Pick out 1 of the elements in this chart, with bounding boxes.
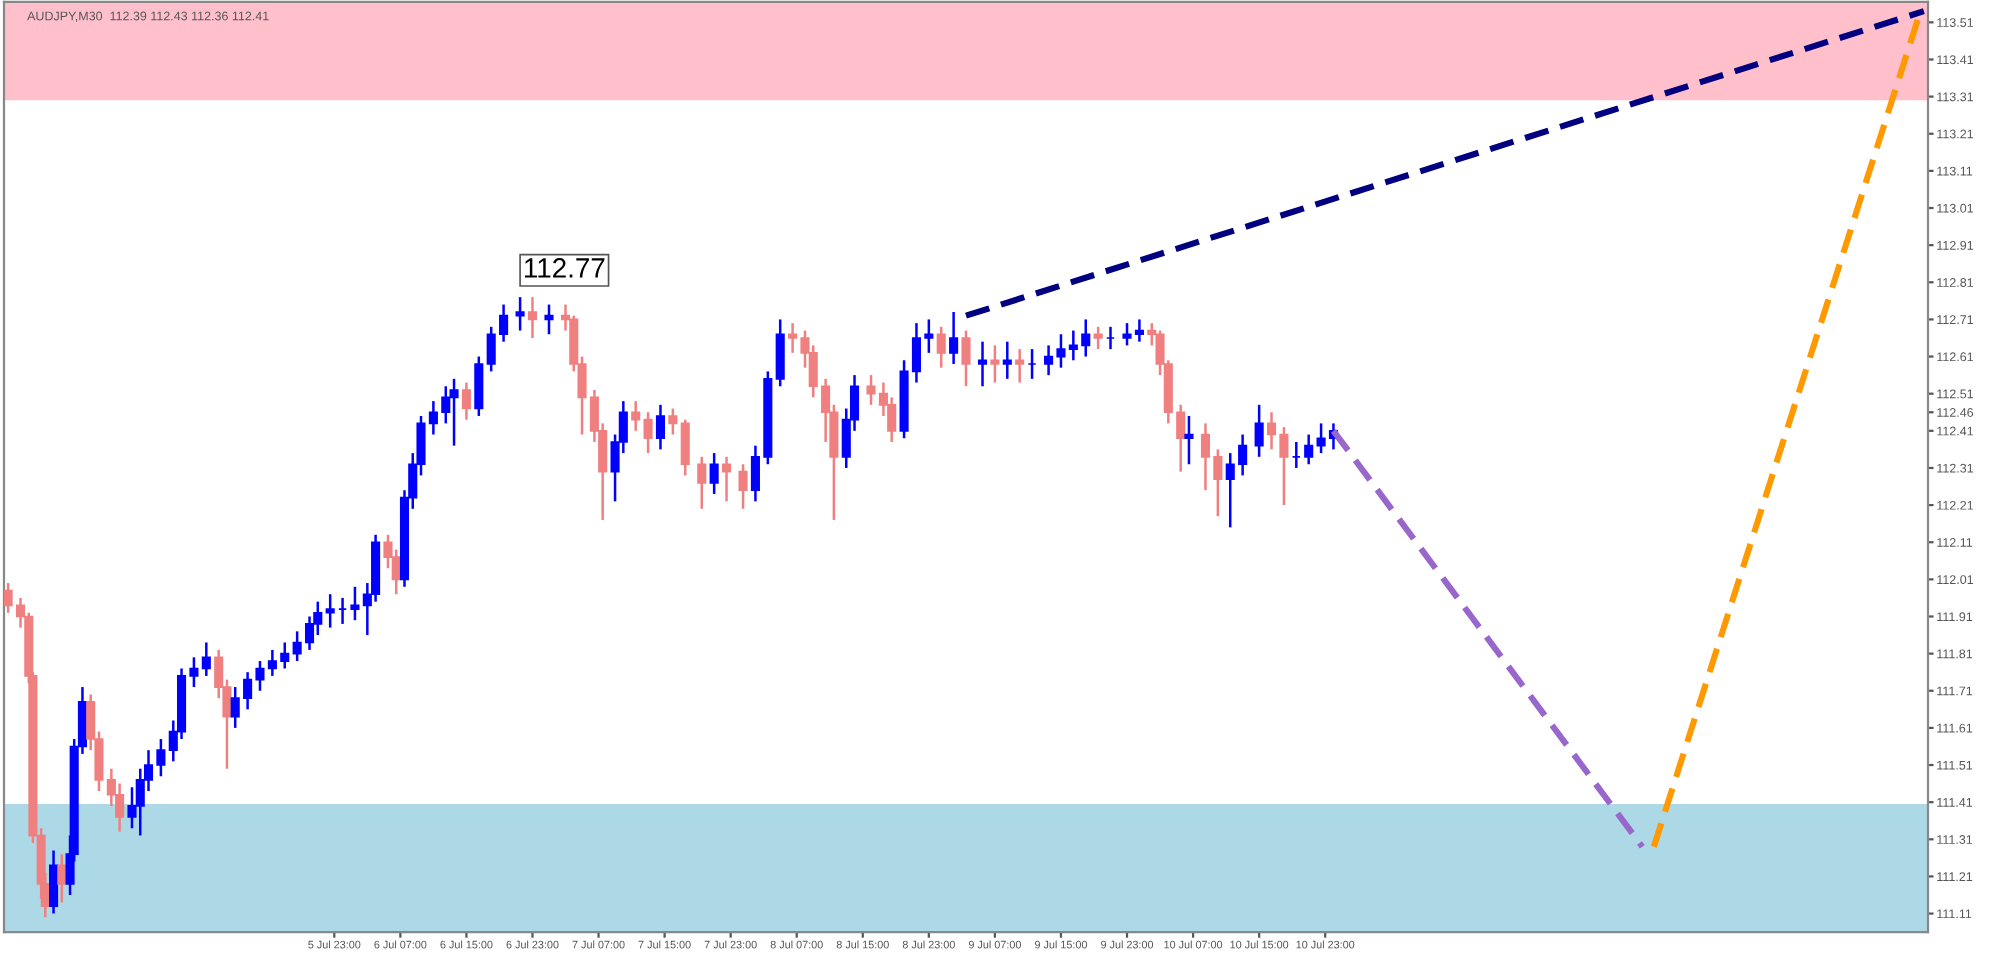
annotation: 112.77 (524, 258, 605, 278)
